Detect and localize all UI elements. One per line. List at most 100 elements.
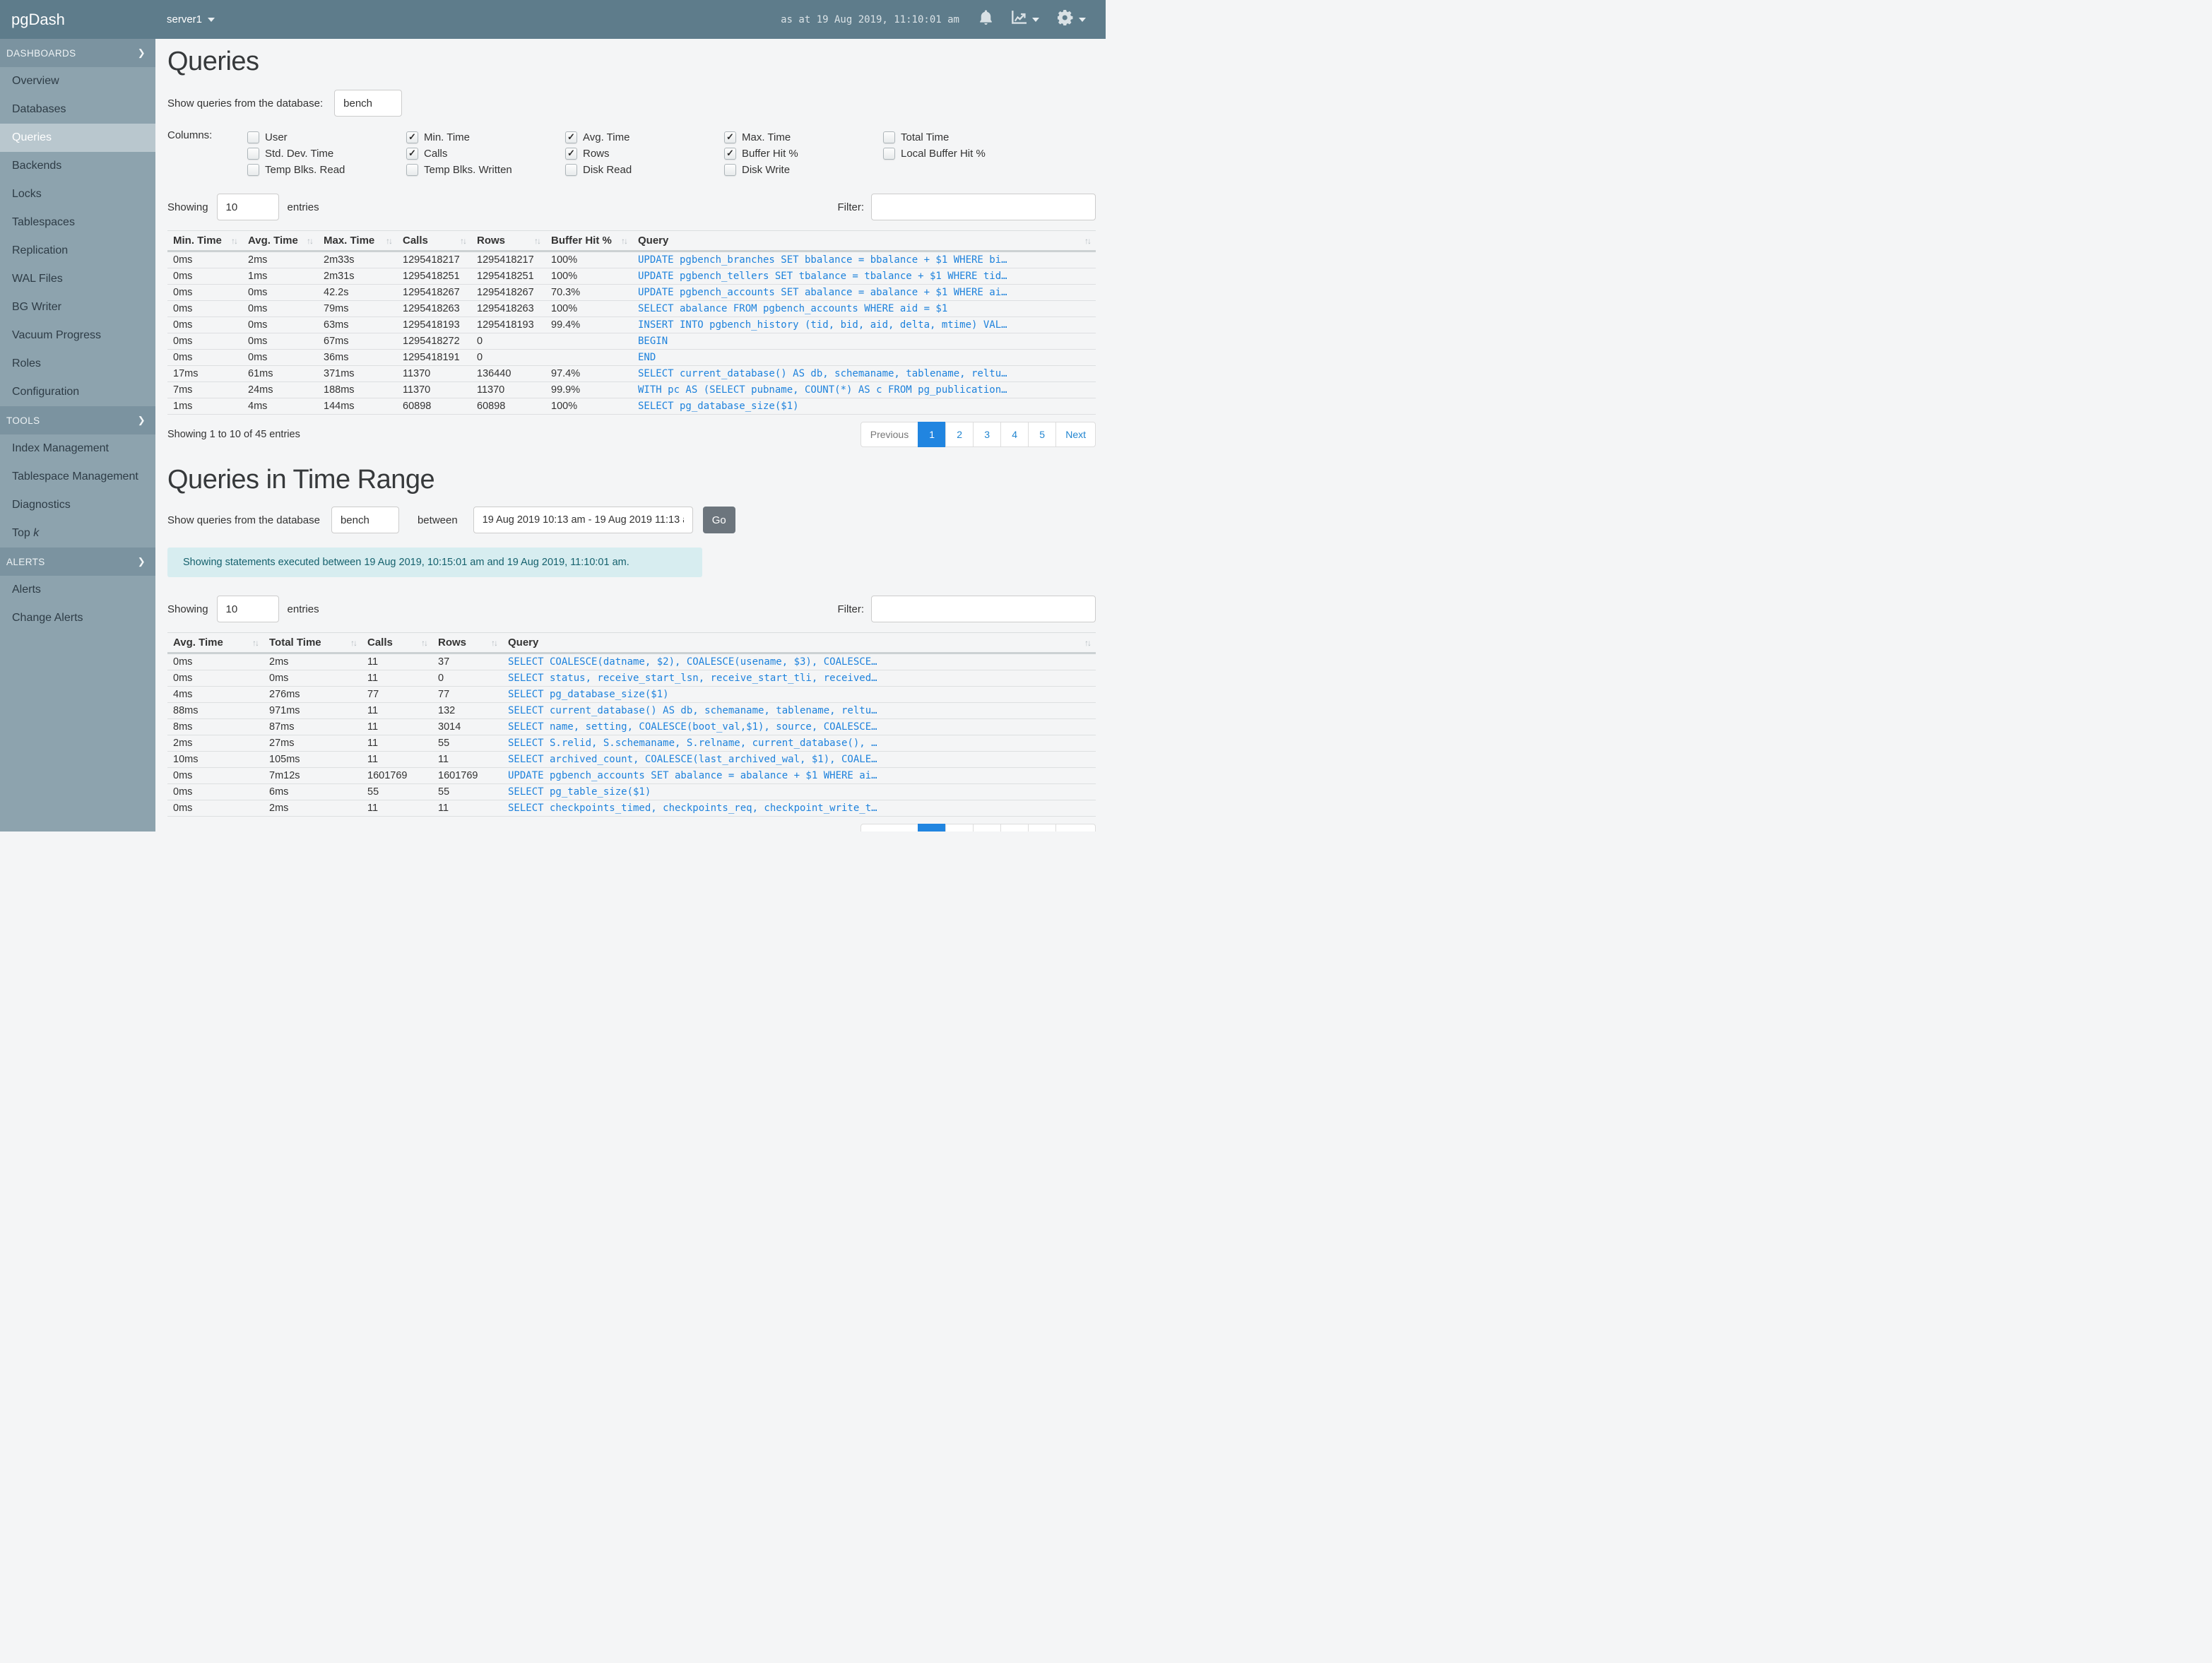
sidebar-item-locks[interactable]: Locks: [12, 188, 42, 200]
checkbox-icon[interactable]: [565, 164, 577, 176]
column-checkbox-buffer-hit[interactable]: ✓ Buffer Hit %: [724, 146, 883, 162]
query-cell[interactable]: SELECT pg_database_size($1): [632, 398, 1096, 415]
sort-arrows-icon[interactable]: ↑↓: [534, 236, 541, 246]
column-header-min-time[interactable]: Min. Time ↑↓: [167, 230, 242, 252]
column-header-total-time[interactable]: Total Time ↑↓: [264, 632, 362, 654]
query-cell[interactable]: BEGIN: [632, 333, 1096, 350]
page-button-3[interactable]: 3: [973, 824, 1002, 832]
sidebar-item-change-alerts[interactable]: Change Alerts: [12, 612, 83, 624]
sidebar-item-vacuum-progress[interactable]: Vacuum Progress: [12, 329, 101, 341]
previous-page-button[interactable]: Previous: [860, 824, 919, 832]
column-checkbox-total-time[interactable]: Total Time: [883, 129, 1042, 146]
column-checkbox-temp-blks-written[interactable]: Temp Blks. Written: [406, 162, 565, 178]
time-range-input[interactable]: [473, 507, 693, 533]
column-checkbox-calls[interactable]: ✓ Calls: [406, 146, 565, 162]
query-cell[interactable]: UPDATE pgbench_accounts SET abalance = a…: [632, 284, 1096, 301]
query-cell[interactable]: SELECT abalance FROM pgbench_accounts WH…: [632, 300, 1096, 317]
column-header-calls[interactable]: Calls ↑↓: [397, 230, 471, 252]
column-header-rows[interactable]: Rows ↑↓: [432, 632, 502, 654]
sidebar-item-roles[interactable]: Roles: [12, 357, 41, 369]
notifications-button[interactable]: [979, 10, 993, 29]
sidebar-item-tablespaces[interactable]: Tablespaces: [12, 216, 75, 228]
settings-menu-button[interactable]: [1057, 10, 1086, 29]
sidebar-item-replication[interactable]: Replication: [12, 244, 69, 256]
sidebar-item-backends[interactable]: Backends: [12, 160, 62, 172]
query-cell[interactable]: UPDATE pgbench_accounts SET abalance = a…: [502, 767, 1096, 784]
column-header-buffer-hit[interactable]: Buffer Hit % ↑↓: [545, 230, 632, 252]
next-page-button[interactable]: Next: [1055, 422, 1096, 447]
column-header-max-time[interactable]: Max. Time ↑↓: [318, 230, 397, 252]
column-header-avg-time[interactable]: Avg. Time ↑↓: [167, 632, 264, 654]
page-button-5[interactable]: 5: [1028, 824, 1057, 832]
query-cell[interactable]: SELECT current_database() AS db, scheman…: [632, 365, 1096, 382]
sidebar-item-bg-writer[interactable]: BG Writer: [12, 301, 61, 313]
sort-arrows-icon[interactable]: ↑↓: [1084, 638, 1092, 648]
filter-input-2[interactable]: [871, 596, 1096, 622]
sort-arrows-icon[interactable]: ↑↓: [1084, 236, 1092, 246]
sidebar-item-configuration[interactable]: Configuration: [12, 386, 80, 398]
page-button-4[interactable]: 4: [1000, 422, 1029, 447]
query-cell[interactable]: SELECT COALESCE(datname, $2), COALESCE(u…: [502, 653, 1096, 670]
sidebar-item-queries[interactable]: Queries: [0, 124, 155, 152]
query-cell[interactable]: SELECT name, setting, COALESCE(boot_val,…: [502, 718, 1096, 735]
query-cell[interactable]: INSERT INTO pgbench_history (tid, bid, a…: [632, 316, 1096, 333]
column-checkbox-min-time[interactable]: ✓ Min. Time: [406, 129, 565, 146]
column-checkbox-local-buffer-hit[interactable]: Local Buffer Hit %: [883, 146, 1042, 162]
column-header-query[interactable]: Query ↑↓: [502, 632, 1096, 654]
query-cell[interactable]: UPDATE pgbench_branches SET bbalance = b…: [632, 251, 1096, 268]
query-cell[interactable]: UPDATE pgbench_tellers SET tbalance = tb…: [632, 268, 1096, 285]
entries-count-input[interactable]: [216, 194, 279, 220]
sidebar-item-databases[interactable]: Databases: [12, 103, 66, 115]
page-button-2[interactable]: 2: [945, 422, 974, 447]
sidebar-item-tablespace-management[interactable]: Tablespace Management: [12, 471, 138, 483]
sidebar-item-overview[interactable]: Overview: [12, 75, 59, 87]
sort-arrows-icon[interactable]: ↑↓: [350, 638, 357, 648]
column-checkbox-user[interactable]: User: [247, 129, 406, 146]
query-cell[interactable]: SELECT pg_database_size($1): [502, 686, 1096, 703]
checkbox-icon[interactable]: [247, 164, 259, 176]
column-header-rows[interactable]: Rows ↑↓: [471, 230, 545, 252]
page-button-5[interactable]: 5: [1028, 422, 1057, 447]
column-checkbox-disk-read[interactable]: Disk Read: [565, 162, 724, 178]
filter-input[interactable]: [871, 194, 1096, 220]
sidebar-section-dashboards[interactable]: DASHBOARDS ❯: [0, 39, 155, 67]
next-page-button[interactable]: Next: [1055, 824, 1096, 832]
checkbox-icon[interactable]: [247, 131, 259, 143]
query-cell[interactable]: SELECT status, receive_start_lsn, receiv…: [502, 670, 1096, 687]
checkbox-checked-icon[interactable]: ✓: [565, 148, 577, 160]
page-button-1[interactable]: 1: [918, 824, 947, 832]
sidebar-item-wal-files[interactable]: WAL Files: [12, 273, 63, 285]
sidebar-section-alerts[interactable]: ALERTS ❯: [0, 548, 155, 576]
query-cell[interactable]: SELECT current_database() AS db, scheman…: [502, 702, 1096, 719]
query-cell[interactable]: SELECT archived_count, COALESCE(last_arc…: [502, 751, 1096, 768]
query-cell[interactable]: SELECT checkpoints_timed, checkpoints_re…: [502, 800, 1096, 817]
page-button-1[interactable]: 1: [918, 422, 947, 447]
column-checkbox-disk-write[interactable]: Disk Write: [724, 162, 883, 178]
column-checkbox-avg-time[interactable]: ✓ Avg. Time: [565, 129, 724, 146]
sidebar-item-diagnostics[interactable]: Diagnostics: [12, 499, 71, 511]
sort-arrows-icon[interactable]: ↑↓: [621, 236, 628, 246]
checkbox-icon[interactable]: [883, 148, 895, 160]
query-cell[interactable]: SELECT pg_table_size($1): [502, 783, 1096, 800]
column-header-calls[interactable]: Calls ↑↓: [362, 632, 432, 654]
column-header-avg-time[interactable]: Avg. Time ↑↓: [242, 230, 318, 252]
sort-arrows-icon[interactable]: ↑↓: [460, 236, 467, 246]
checkbox-icon[interactable]: [724, 164, 736, 176]
database-input-2[interactable]: [331, 507, 399, 533]
sort-arrows-icon[interactable]: ↑↓: [252, 638, 259, 648]
previous-page-button[interactable]: Previous: [860, 422, 919, 447]
column-header-query[interactable]: Query ↑↓: [632, 230, 1096, 252]
sidebar-item-alerts[interactable]: Alerts: [12, 584, 41, 596]
checkbox-icon[interactable]: [247, 148, 259, 160]
sort-arrows-icon[interactable]: ↑↓: [386, 236, 393, 246]
column-checkbox-temp-blks-read[interactable]: Temp Blks. Read: [247, 162, 406, 178]
sort-arrows-icon[interactable]: ↑↓: [307, 236, 314, 246]
sidebar-item-top-k[interactable]: Top k: [12, 527, 40, 539]
go-button[interactable]: Go: [702, 507, 735, 533]
query-cell[interactable]: WITH pc AS (SELECT pubname, COUNT(*) AS …: [632, 381, 1096, 398]
checkbox-checked-icon[interactable]: ✓: [724, 148, 736, 160]
sort-arrows-icon[interactable]: ↑↓: [491, 638, 498, 648]
checkbox-icon[interactable]: [406, 164, 418, 176]
charts-menu-button[interactable]: [1011, 11, 1039, 28]
column-checkbox-max-time[interactable]: ✓ Max. Time: [724, 129, 883, 146]
